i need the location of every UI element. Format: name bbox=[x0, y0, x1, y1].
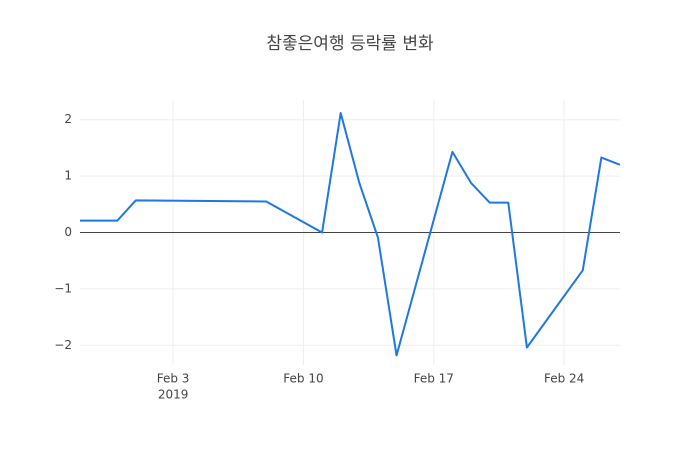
chart-title: 참좋은여행 등락률 변화 bbox=[266, 34, 434, 54]
x-year-label: 2019 bbox=[158, 388, 189, 402]
data-line bbox=[80, 111, 621, 357]
y-tick-label: 1 bbox=[64, 169, 72, 183]
x-tick-label: Feb 17 bbox=[414, 372, 454, 386]
y-tick-label: −2 bbox=[54, 338, 72, 352]
x-tick-label: Feb 24 bbox=[544, 372, 584, 386]
y-tick-label: 2 bbox=[64, 112, 72, 126]
x-tick-label: Feb 3 bbox=[157, 372, 190, 386]
y-tick-label: 0 bbox=[64, 225, 72, 239]
x-tick-label: Feb 10 bbox=[283, 372, 323, 386]
y-tick-label: −1 bbox=[54, 281, 72, 295]
